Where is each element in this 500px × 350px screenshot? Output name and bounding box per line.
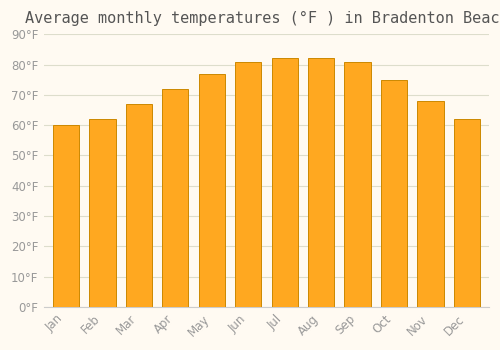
Bar [162, 89, 188, 307]
Bar [90, 119, 116, 307]
Bar [235, 62, 262, 307]
Title: Average monthly temperatures (°F ) in Bradenton Beach: Average monthly temperatures (°F ) in Br… [24, 11, 500, 26]
Bar [53, 125, 79, 307]
Bar [381, 80, 407, 307]
Bar [308, 58, 334, 307]
Bar [344, 62, 370, 307]
Bar [454, 119, 480, 307]
Bar [198, 74, 225, 307]
Bar [272, 58, 298, 307]
Bar [126, 104, 152, 307]
Bar [418, 101, 444, 307]
